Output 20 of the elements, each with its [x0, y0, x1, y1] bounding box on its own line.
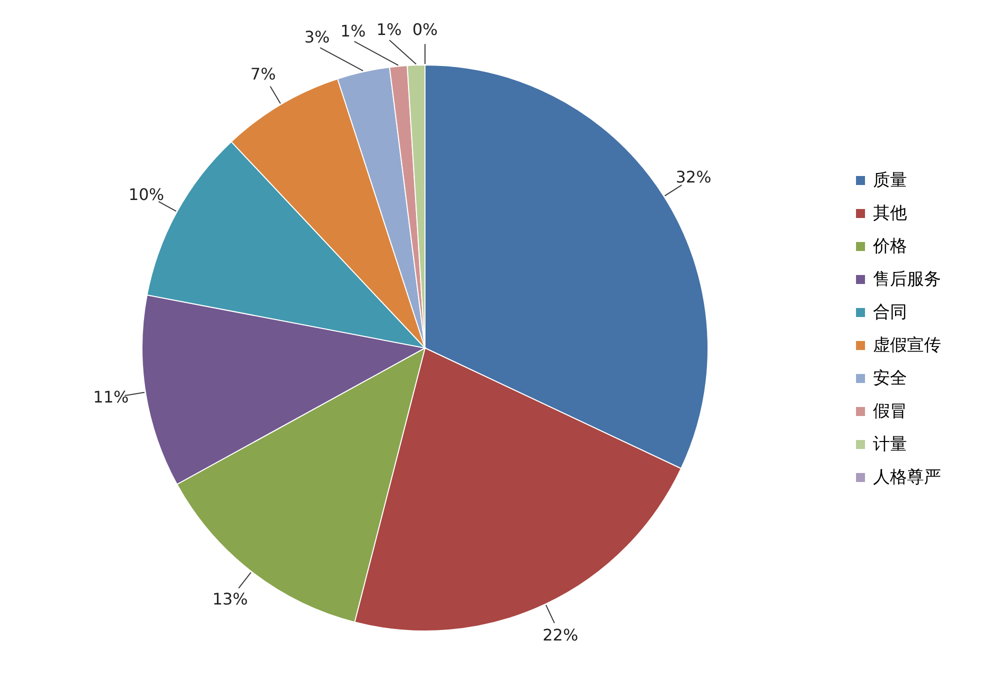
data-label: 10% [128, 184, 164, 204]
data-label: 32% [676, 168, 712, 187]
data-label: 22% [542, 626, 578, 645]
data-label: 11% [93, 388, 129, 407]
legend-label: 质量 [873, 170, 907, 190]
legend-label: 假冒 [873, 402, 907, 422]
legend-label: 安全 [873, 368, 907, 388]
legend-label: 售后服务 [873, 270, 941, 290]
legend-label: 计量 [873, 434, 907, 454]
legend-label: 人格尊严 [873, 468, 941, 488]
data-label: 1% [340, 21, 366, 40]
text: 0% [412, 20, 438, 39]
data-label: 13% [212, 589, 248, 608]
data-label: 7% [250, 64, 276, 84]
legend-label: 合同 [873, 302, 907, 322]
data-label: 1% [376, 20, 402, 40]
legend-label: 其他 [873, 204, 907, 224]
legend-label: 虚假宣传 [873, 336, 941, 356]
data-label: 3% [304, 28, 330, 47]
legend-label: 价格 [872, 236, 907, 256]
